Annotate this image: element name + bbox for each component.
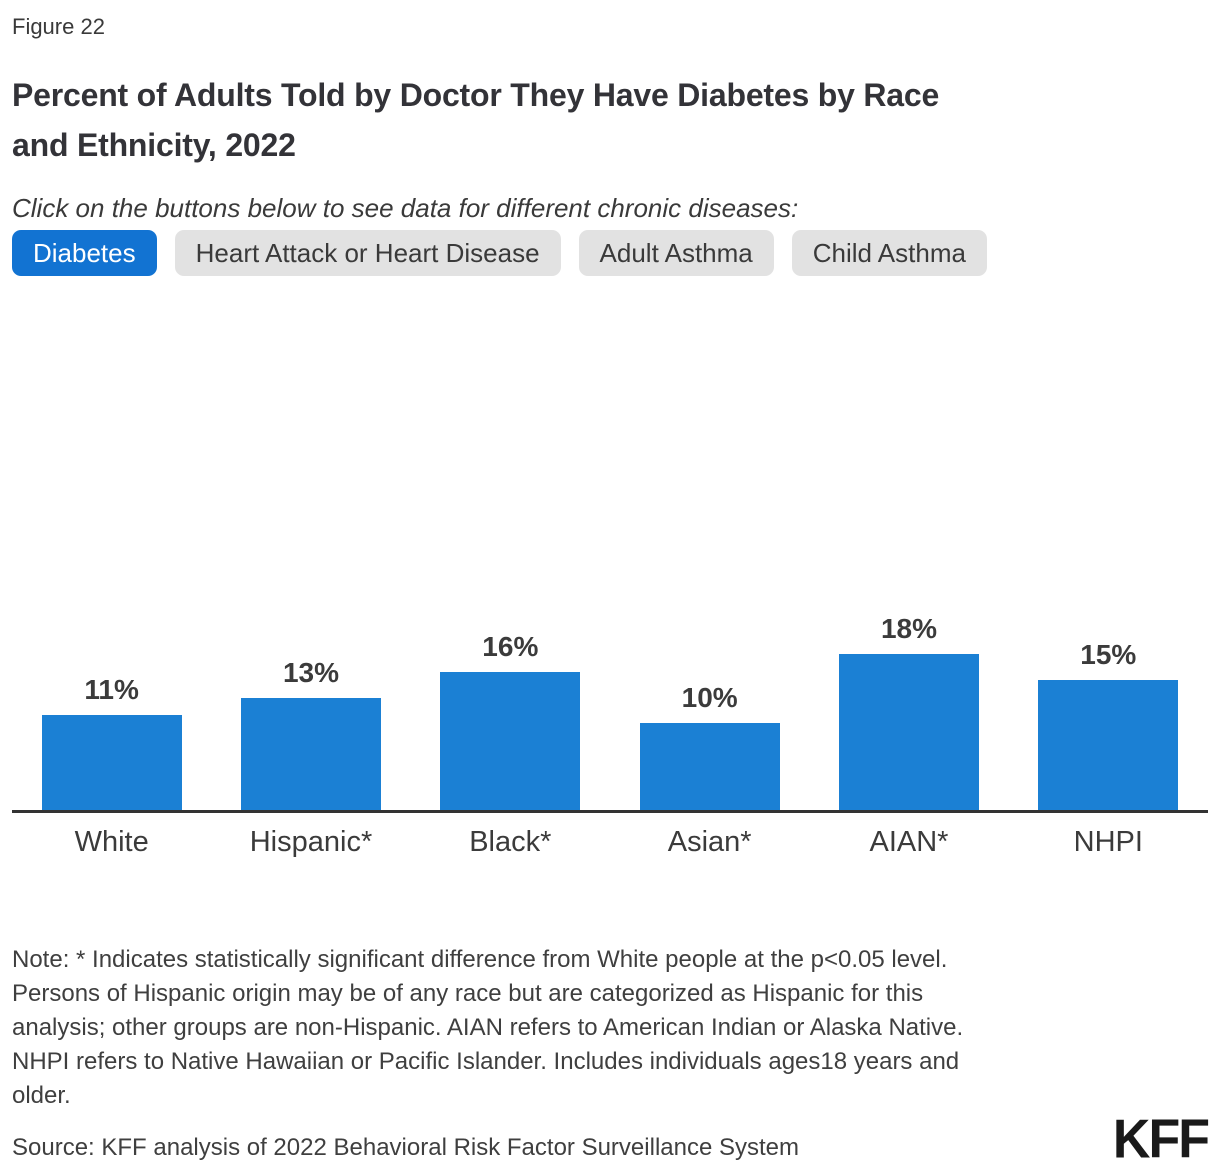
bar-value-label: 16% (482, 631, 539, 662)
bar[interactable] (639, 723, 780, 810)
bar[interactable] (1038, 680, 1179, 810)
category-label: NHPI (1073, 826, 1143, 858)
bar[interactable] (838, 654, 979, 810)
bar[interactable] (440, 672, 581, 810)
page-title: Percent of Adults Told by Doctor They Ha… (12, 77, 940, 163)
bar[interactable] (41, 715, 182, 810)
category-label: Black* (469, 826, 552, 858)
bar-value-label: 11% (84, 674, 139, 705)
bar-chart: 11% 13% 16% 10% 18% 15% White Hispanic* Black* A… (12, 550, 1208, 859)
bar[interactable] (240, 698, 381, 810)
footer: Source: KFF analysis of 2022 Behavioral … (12, 1109, 1210, 1170)
bar-column: 11% (12, 674, 211, 810)
bar-value-label: 13% (282, 657, 340, 688)
kff-logo: KFF (1112, 1109, 1210, 1170)
note-text: Note: * Indicates statistically signific… (12, 946, 964, 1109)
disease-button-group: Diabetes Heart Attack or Heart Disease Adu… (12, 230, 1208, 276)
chart-bars: 11% 13% 16% 10% 18% 15% (12, 550, 1208, 813)
bar-column: 10% (610, 682, 809, 810)
disease-button-adult-asthma[interactable]: Adult Asthma (578, 230, 774, 276)
source-text: Source: KFF analysis of 2022 Behavioral … (12, 1134, 799, 1161)
bar-value-label: 10% (681, 682, 738, 713)
figure-number-label: Figure 22 (12, 14, 105, 39)
bar-value-label: 15% (1080, 639, 1137, 670)
category-label: Asian* (667, 826, 752, 858)
category-label: Hispanic* (249, 826, 373, 858)
bar-column: 16% (411, 631, 610, 810)
category-label: AIAN* (869, 826, 949, 858)
disease-button-diabetes[interactable]: Diabetes (12, 230, 157, 276)
chart-labels: White Hispanic* Black* Asian* AIAN* NHPI (12, 813, 1208, 859)
bar-value-label: 18% (880, 613, 937, 644)
bar-column: 13% (211, 657, 410, 810)
category-label: White (74, 826, 149, 858)
disease-button-heart-attack-or-heart-disease[interactable]: Heart Attack or Heart Disease (174, 230, 561, 276)
bar-column: 15% (1009, 639, 1208, 810)
disease-button-child-asthma[interactable]: Child Asthma (791, 230, 987, 276)
chart-instructions-text: Click on the buttons below to see data f… (12, 193, 799, 223)
bar-column: 18% (809, 613, 1008, 810)
